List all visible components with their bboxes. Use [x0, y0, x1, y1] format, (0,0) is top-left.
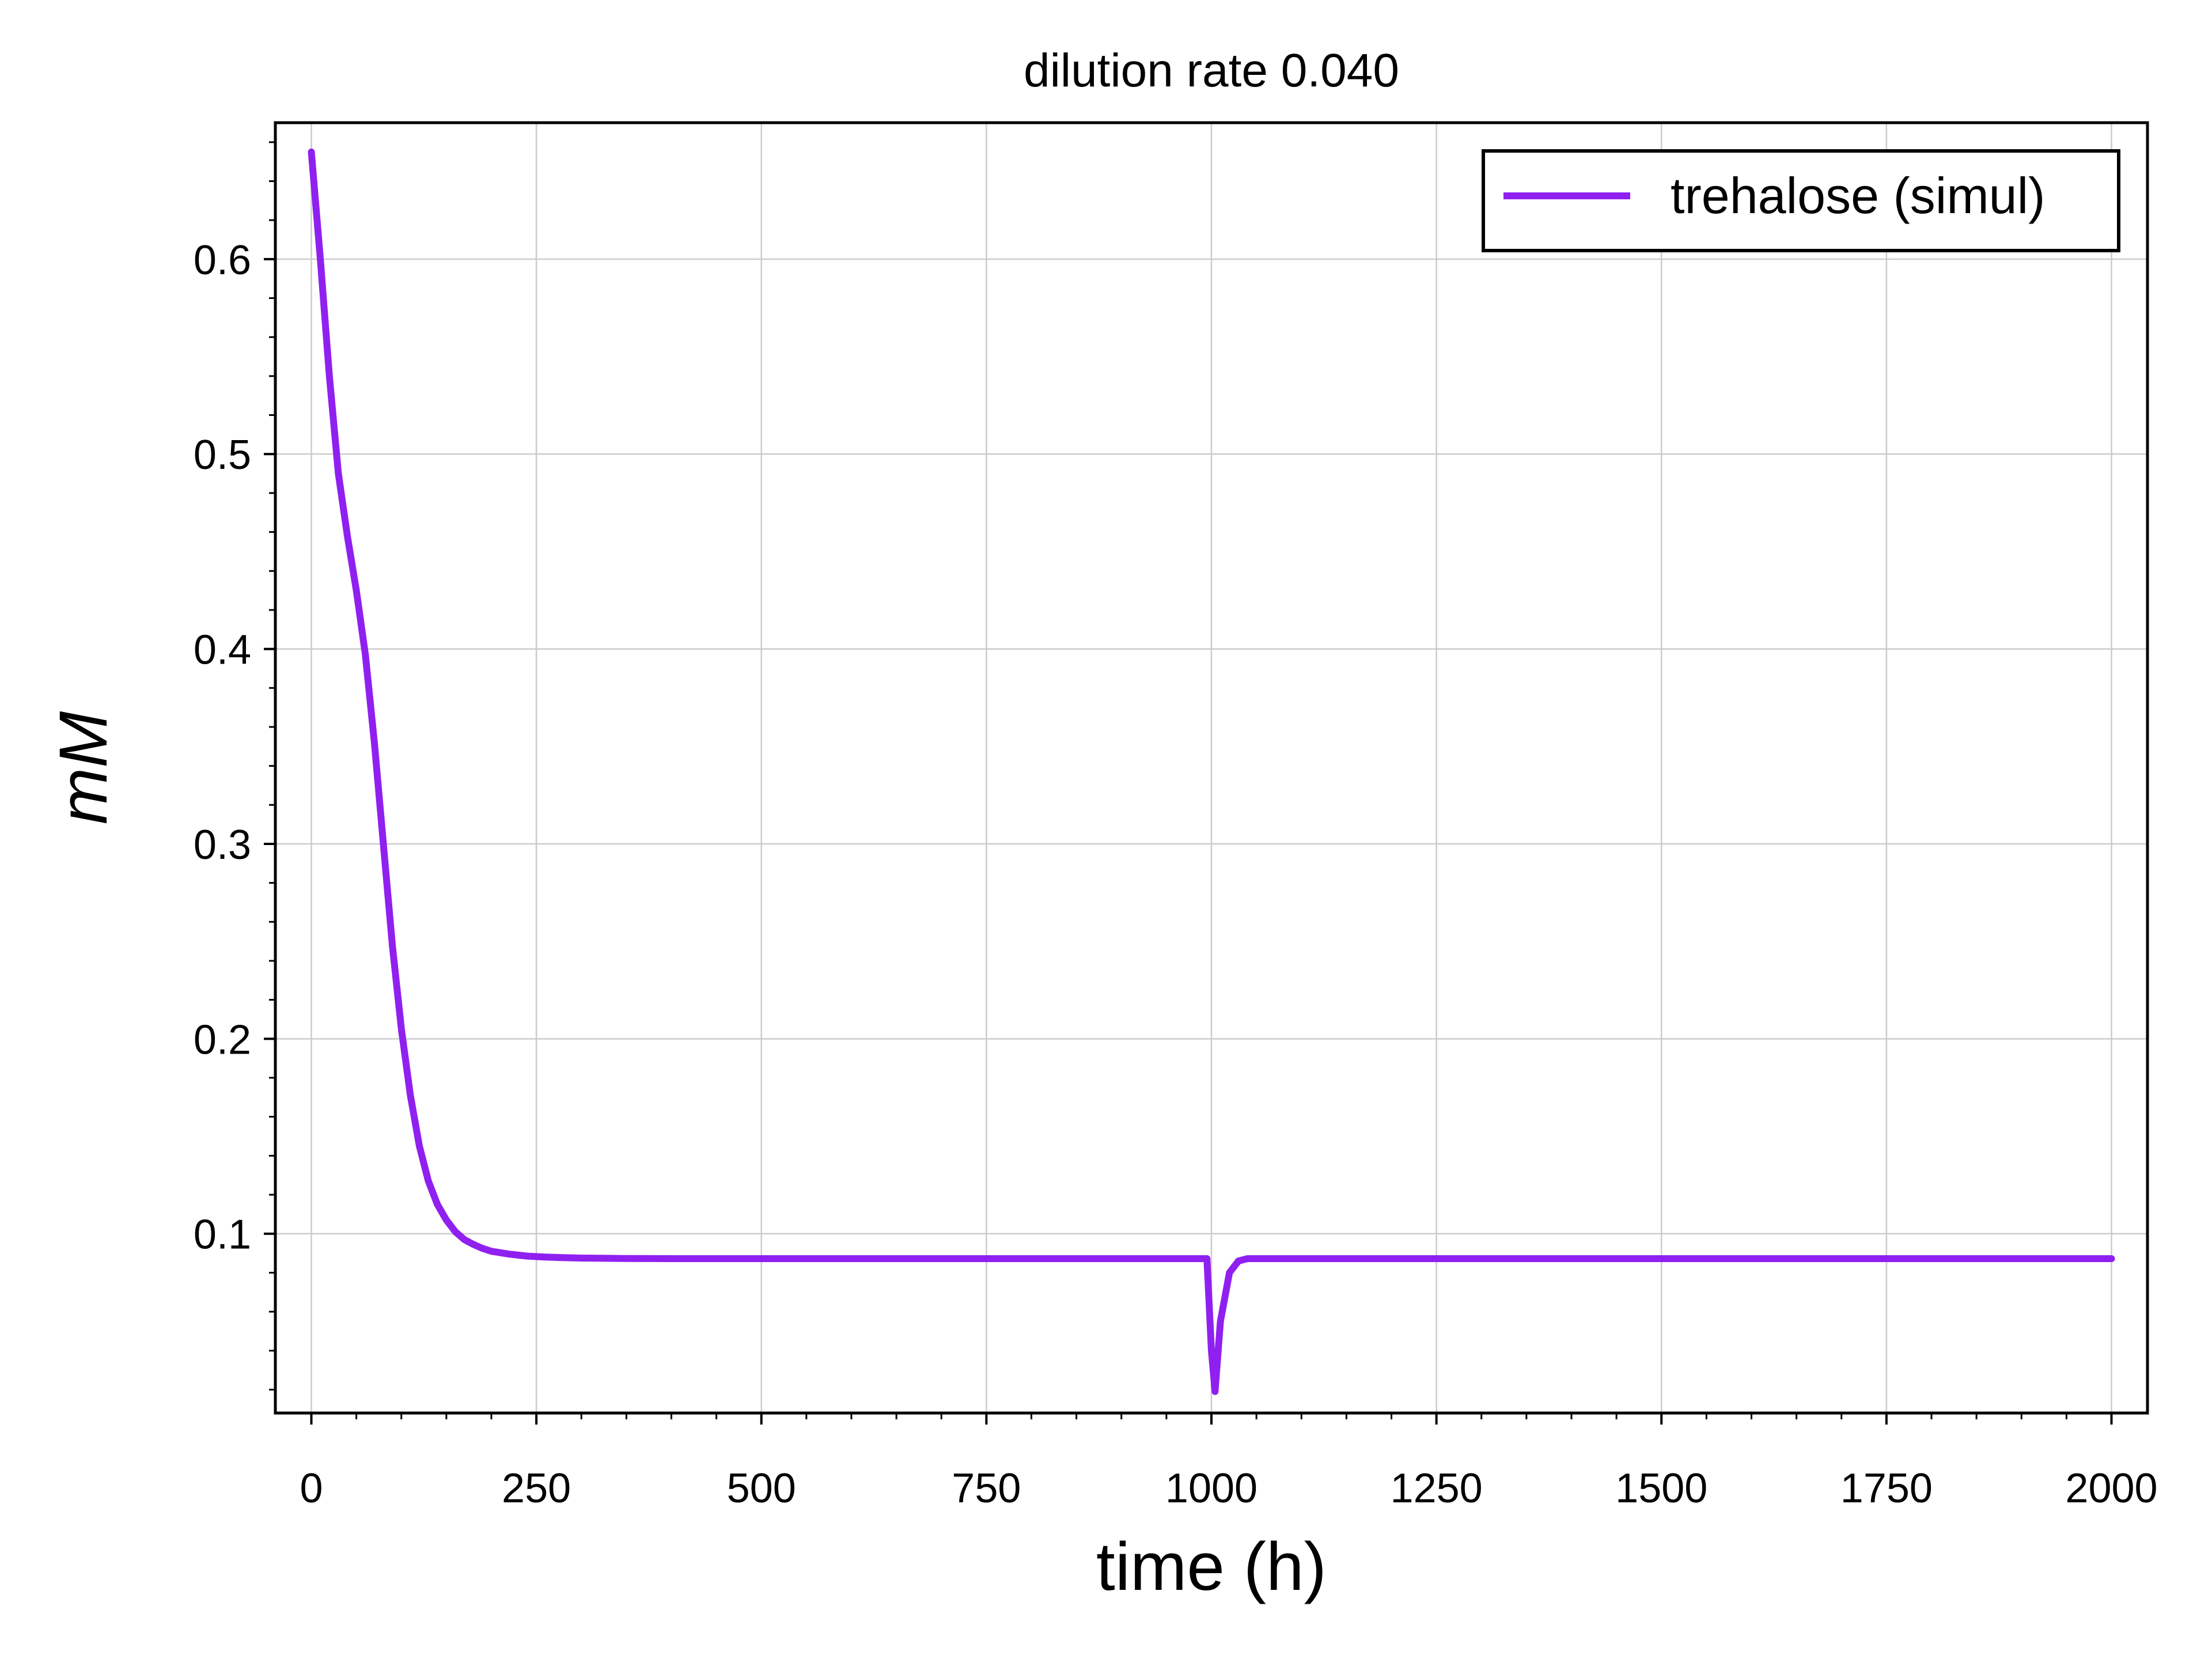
x-tick-label: 750	[952, 1465, 1021, 1512]
x-axis: 0 250 500 750 1000 1250 1500 1750 2000	[300, 1413, 2158, 1512]
legend: trehalose (simul)	[1482, 149, 2120, 252]
chart-title: dilution rate 0.040	[1024, 44, 1399, 97]
x-tick-label: 1500	[1615, 1465, 1707, 1512]
y-tick-label: 0.5	[194, 432, 251, 478]
y-tick-label: 0.6	[194, 237, 251, 283]
y-tick-label: 0.2	[194, 1017, 251, 1063]
grid	[275, 123, 2147, 1413]
x-tick-label: 1250	[1391, 1465, 1483, 1512]
x-axis-label: time (h)	[1096, 1529, 1327, 1605]
x-tick-label: 500	[727, 1465, 796, 1512]
legend-label: trehalose (simul)	[1671, 167, 2045, 224]
x-tick-label: 1000	[1165, 1465, 1257, 1512]
plot-frame	[274, 121, 2149, 1415]
y-axis-label: mM	[46, 711, 122, 824]
plot-area	[308, 148, 2115, 1395]
y-tick-label: 0.1	[194, 1212, 251, 1258]
y-tick-label: 0.3	[194, 822, 251, 868]
x-tick-label: 0	[300, 1465, 323, 1512]
y-tick-label: 0.4	[194, 627, 251, 673]
x-tick-label: 1750	[1840, 1465, 1933, 1512]
series-line-trehalose	[308, 148, 2115, 1395]
x-tick-label: 2000	[2065, 1465, 2157, 1512]
x-tick-label: 250	[502, 1465, 571, 1512]
legend-frame	[1482, 149, 2120, 252]
